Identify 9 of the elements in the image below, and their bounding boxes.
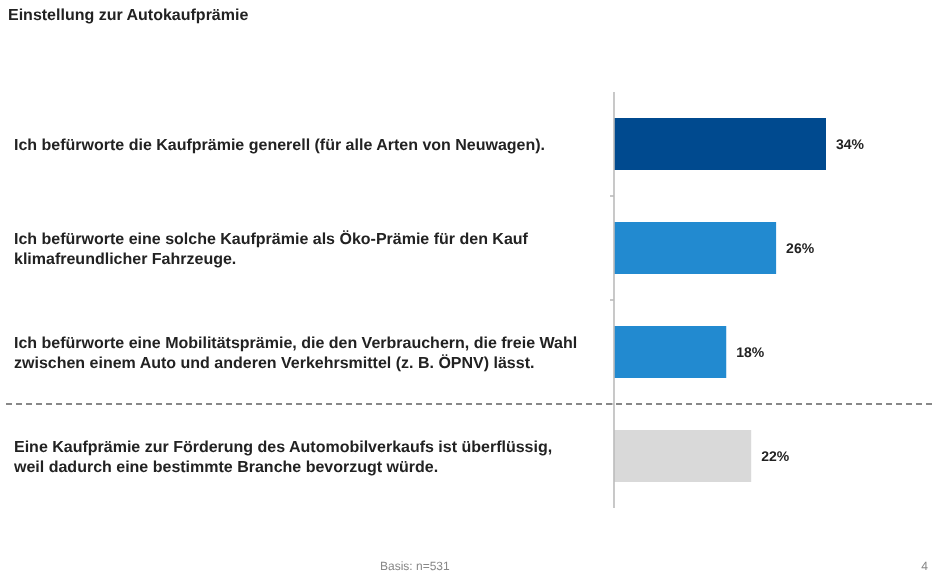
text: Einstellung zur Autokaufprämie bbox=[8, 6, 250, 24]
y-tick-label: Ich befürworte die Kaufprämie generell (für alle Arten von Neuwagen). bbox=[14, 135, 546, 154]
y-tick-label: Ich befürworte eine Mobilitätsprämie, die den Verbrauchern, die freie Wahl zwischen einem Auto und anderen Verkehrsmittel (z. B. ÖPNV) lässt. bbox=[14, 333, 578, 372]
y-tick-label: Ich befürworte eine solche Kaufprämie als Öko-Prämie für den Kauf klimafreundlicher Fahrzeuge. bbox=[14, 229, 529, 268]
bar bbox=[614, 430, 752, 482]
bar bbox=[614, 118, 826, 170]
bar bbox=[614, 326, 727, 378]
y-tick-label: Eine Kaufprämie zur Förderung des Automobilverkaufs ist überflüssig, weil dadurch eine bestimmte Branche bevorzugt würde. bbox=[12, 437, 553, 476]
bar bbox=[614, 222, 777, 274]
